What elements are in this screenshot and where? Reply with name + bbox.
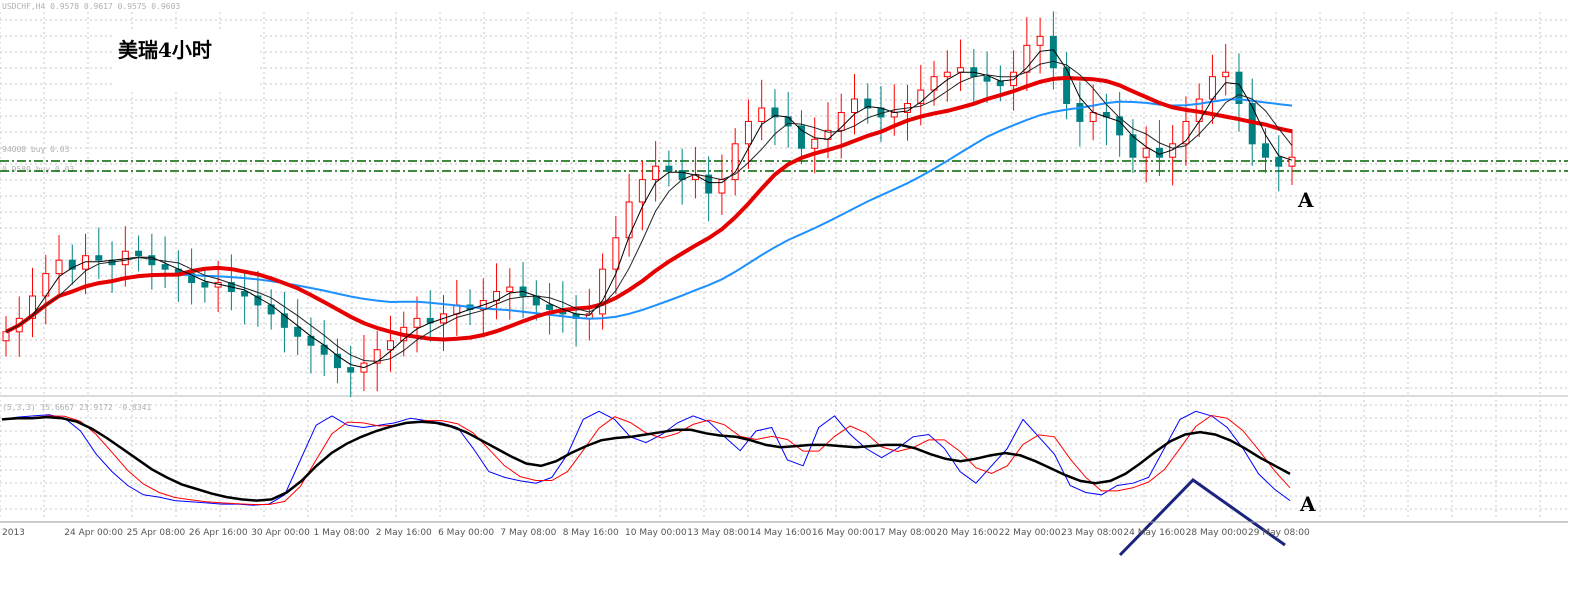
x-tick-label: 14 May 16:00: [750, 528, 812, 538]
candle-body: [333, 353, 341, 369]
candle-body: [652, 165, 660, 181]
candle-body: [943, 71, 951, 78]
candle-body: [996, 80, 1004, 87]
candle-body: [771, 107, 779, 118]
candle-body: [1275, 156, 1283, 167]
candle-body: [95, 255, 103, 261]
x-tick-label: 24 Apr 00:00: [64, 528, 123, 538]
candle-body: [1036, 35, 1044, 46]
indicator-header: (5,3,3) 15.6667 23.9172 -0.8341: [2, 403, 151, 412]
candle-body: [1261, 143, 1269, 158]
x-tick-label: 16 May 00:00: [812, 528, 874, 538]
x-tick-label: 10 May 00:00: [625, 528, 687, 538]
candle-body: [135, 250, 143, 257]
candle-body: [811, 138, 819, 149]
candle-body: [1288, 156, 1296, 167]
candle-body: [1063, 67, 1071, 105]
ma-fast-line-1: [5, 49, 1293, 369]
candle-body: [386, 340, 394, 351]
x-tick-label: 13 May 08:00: [687, 528, 749, 538]
x-tick-label: 8 May 16:00: [563, 528, 619, 538]
candle-body: [1235, 71, 1243, 105]
x-tick-label: 29 May 08:00: [1248, 528, 1310, 538]
zigzag-annotation: [1118, 478, 1286, 557]
candle-body: [161, 264, 169, 270]
level-label-1: 94008 buy 0.03: [2, 145, 70, 154]
x-tick-label: 6 May 00:00: [438, 528, 494, 538]
x-tick-label: 30 Apr 00:00: [251, 528, 310, 538]
candle-body: [625, 201, 633, 239]
chart-title: 美瑞4小时: [118, 38, 212, 62]
candle-body: [1142, 147, 1150, 158]
candle-body: [294, 326, 302, 337]
candle-body: [1182, 120, 1190, 145]
candle-body: [1089, 111, 1097, 122]
candle-body: [1116, 116, 1124, 136]
symbol-header: USDCHF,H4 0.9578 0.9617 0.9575 0.9603: [2, 2, 180, 11]
candle-body: [121, 250, 129, 266]
candle-body: [546, 304, 554, 310]
candle-body: [665, 165, 673, 172]
candle-body: [1049, 35, 1057, 69]
level-label-2: 0.9580 buy 0.03: [2, 165, 74, 174]
x-tick-label: 28 May 00:00: [1186, 528, 1248, 538]
candle-body: [254, 295, 262, 306]
x-tick-label: 1 May 08:00: [314, 528, 370, 538]
x-tick-label: 17 May 08:00: [874, 528, 936, 538]
candle-body: [744, 120, 752, 145]
stochastic-signal-line: [1, 415, 1291, 502]
x-tick-label: 7 May 08:00: [500, 528, 556, 538]
candle-body: [413, 317, 421, 328]
x-tick-label: 2 May 16:00: [376, 528, 432, 538]
candle-body: [1076, 103, 1084, 122]
candle-body: [82, 255, 90, 270]
candle-body: [347, 367, 355, 373]
x-tick-label: 2013: [2, 528, 25, 538]
candle-body: [758, 107, 766, 122]
candle-body: [638, 179, 646, 203]
candle-body: [797, 125, 805, 149]
candle-body: [890, 111, 898, 118]
candle-body: [957, 67, 965, 73]
candle-body: [373, 349, 381, 364]
x-tick-label: 20 May 16:00: [937, 528, 999, 538]
x-tick-label: 25 Apr 08:00: [127, 528, 186, 538]
stochastic-k-line: [1, 410, 1291, 506]
candle-body: [280, 313, 288, 328]
x-tick-label: 23 May 08:00: [1061, 528, 1123, 538]
ma-slow-line: [5, 75, 1293, 342]
candle-body: [599, 268, 607, 315]
candle-body: [188, 273, 196, 284]
x-tick-label: 22 May 00:00: [999, 528, 1061, 538]
candle-body: [983, 76, 991, 82]
candle-body: [1010, 71, 1018, 87]
x-tick-label: 24 May 16:00: [1123, 528, 1185, 538]
x-tick-label: 26 Apr 16:00: [189, 528, 248, 538]
candle-body: [241, 291, 249, 297]
candle-body: [718, 179, 726, 194]
candle-body: [705, 174, 713, 194]
candle-body: [1222, 71, 1230, 78]
candle-body: [201, 282, 209, 288]
candle-body: [731, 143, 739, 181]
stochastic-d-line: [1, 414, 1291, 505]
candle-body: [864, 98, 872, 109]
candle-body: [612, 237, 620, 270]
candle-body: [2, 331, 10, 342]
candle-body: [917, 89, 925, 105]
annotation-a-upper: A: [1298, 188, 1314, 212]
title-box: 美瑞4小时: [114, 30, 260, 92]
candle-body: [1129, 134, 1137, 158]
candle-body: [55, 259, 63, 275]
ma-long-line: [5, 98, 1293, 333]
candle-body: [68, 259, 76, 270]
candle-body: [837, 111, 845, 131]
candle-body: [29, 295, 37, 319]
candle-body: [506, 286, 514, 293]
annotation-a-lower: A: [1300, 492, 1316, 516]
ma-fast-line-2: [5, 60, 1293, 362]
candle-body: [850, 98, 858, 113]
